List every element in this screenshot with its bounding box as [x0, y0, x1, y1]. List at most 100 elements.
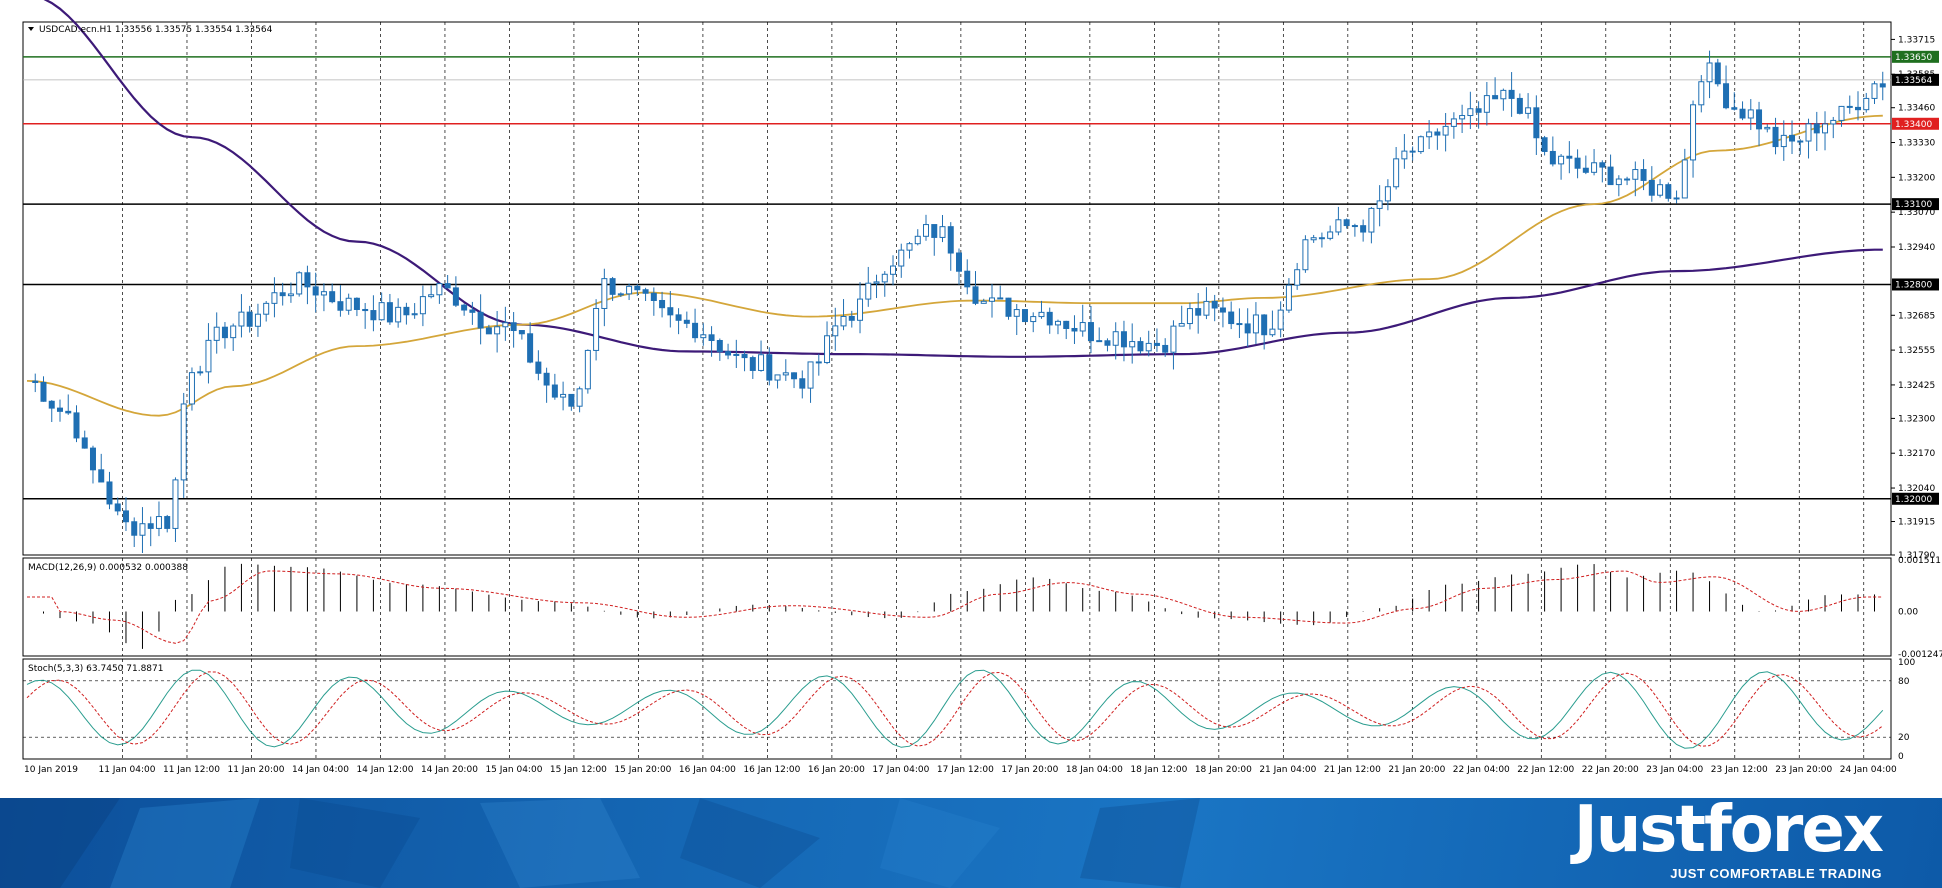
candle-body [1714, 62, 1721, 85]
candle-body [1475, 108, 1482, 113]
candle-body [1648, 179, 1655, 196]
candle-body [452, 287, 459, 306]
candle-body [1327, 231, 1334, 239]
time-label: 11 Jan 20:00 [227, 765, 284, 775]
candle-body [1467, 108, 1474, 117]
time-label: 18 Jan 12:00 [1130, 765, 1187, 775]
candle-body [1508, 89, 1515, 99]
candle-body [1549, 150, 1556, 165]
candle-body [947, 226, 954, 254]
candle-body [48, 400, 55, 409]
candle-body [502, 322, 509, 328]
collapse-triangle-icon[interactable] [28, 27, 34, 31]
time-axis: 10 Jan 2019 11 Jan 04:00 11 Jan 12:00 11 Ja… [24, 765, 1897, 775]
candle-body [782, 372, 789, 376]
candle-body [1789, 134, 1796, 142]
candle-body [1747, 109, 1754, 119]
macd-indicator: 0.001511 0.00 -0.001247 [27, 556, 1942, 660]
candle-body [1846, 105, 1853, 108]
banner-shapes [0, 798, 1200, 888]
candle-body [642, 289, 649, 294]
time-label: 22 Jan 12:00 [1517, 765, 1574, 775]
candle-body [890, 265, 897, 275]
candle-body [221, 326, 228, 339]
branding-banner: Justforex JUST COMFORTABLE TRADING [0, 798, 1942, 888]
macd-label: MACD(12,26,9) 0.000532 0.000388 [28, 563, 188, 573]
candle-body [1063, 320, 1070, 329]
candle-body [1558, 155, 1565, 165]
candle-body [980, 300, 987, 304]
candle-body [1360, 225, 1367, 233]
price-panel[interactable] [22, 21, 1892, 556]
macd-panel[interactable] [22, 557, 1892, 657]
candle-body [296, 272, 303, 295]
candle-body [527, 333, 534, 363]
candle-body [1261, 314, 1268, 336]
candle-body [1170, 325, 1177, 353]
candle-body [1244, 323, 1251, 334]
candle-body [1302, 239, 1309, 271]
time-label: 17 Jan 20:00 [1001, 765, 1058, 775]
candle-body [840, 315, 847, 327]
stoch-panel[interactable] [22, 658, 1892, 760]
candle-body [40, 382, 47, 402]
level-label: 1.32800 [1895, 280, 1932, 290]
price-label: 1.31790 [1898, 551, 1935, 561]
candle-body [1351, 225, 1358, 228]
ma-fast-line [26, 114, 1883, 417]
time-label: 18 Jan 20:00 [1195, 765, 1252, 775]
price-label: 1.32040 [1898, 484, 1935, 494]
stoch-axis-label: 20 [1898, 733, 1910, 743]
time-label: 18 Jan 04:00 [1066, 765, 1123, 775]
candle-body [716, 339, 723, 353]
time-label: 11 Jan 04:00 [98, 765, 155, 775]
time-label: 24 Jan 04:00 [1840, 765, 1897, 775]
candle-body [494, 326, 501, 335]
candle-body [725, 351, 732, 356]
macd-axis-label: 0.001511 [1898, 556, 1941, 566]
candle-body [865, 282, 872, 300]
candle-body [1137, 341, 1144, 352]
macd-signal-line [27, 570, 1883, 644]
candle-body [114, 503, 121, 512]
candle-body [238, 311, 245, 327]
trading-chart[interactable]: 1.33650 1.33400 1.33100 1.32800 1.32000 1.335… [0, 0, 1942, 798]
candle-body [1574, 157, 1581, 169]
candle-body [1582, 167, 1589, 173]
level-label: 1.33100 [1895, 200, 1932, 210]
candle-body [873, 281, 880, 284]
time-label: 23 Jan 20:00 [1775, 765, 1832, 775]
candle-body [749, 357, 756, 371]
candle-body [1764, 126, 1771, 130]
horizontal-levels: 1.33650 1.33400 1.33100 1.32800 1.32000 1.335… [23, 50, 1939, 505]
candle-body [1071, 327, 1078, 332]
candle-body [1195, 308, 1202, 316]
ma-slow-line [43, 0, 1883, 358]
candle-body [1822, 123, 1829, 134]
candle-body [543, 372, 550, 386]
candle-body [1533, 107, 1540, 139]
price-label: 1.32940 [1898, 243, 1935, 253]
candle-body [848, 315, 855, 321]
candle-body [1079, 322, 1086, 332]
candle-body [1459, 115, 1466, 120]
level-tag [1892, 50, 1939, 63]
candle-body [601, 278, 608, 309]
candle-body [81, 437, 88, 449]
candle-body [700, 334, 707, 339]
candle-body [560, 393, 567, 398]
time-label: 15 Jan 04:00 [485, 765, 542, 775]
candle-body [428, 294, 435, 298]
candle-body [56, 407, 63, 412]
level-tag [1892, 117, 1939, 130]
candle-body [1632, 169, 1639, 180]
time-label: 17 Jan 04:00 [872, 765, 929, 775]
candle-body [1813, 123, 1820, 134]
candle-body [1450, 118, 1457, 127]
current-price-tag [1892, 73, 1939, 86]
candle-body [98, 469, 105, 483]
candle-body [485, 327, 492, 335]
candle-body [1516, 97, 1523, 114]
candle-body [1723, 83, 1730, 109]
candle-body [1013, 309, 1020, 317]
